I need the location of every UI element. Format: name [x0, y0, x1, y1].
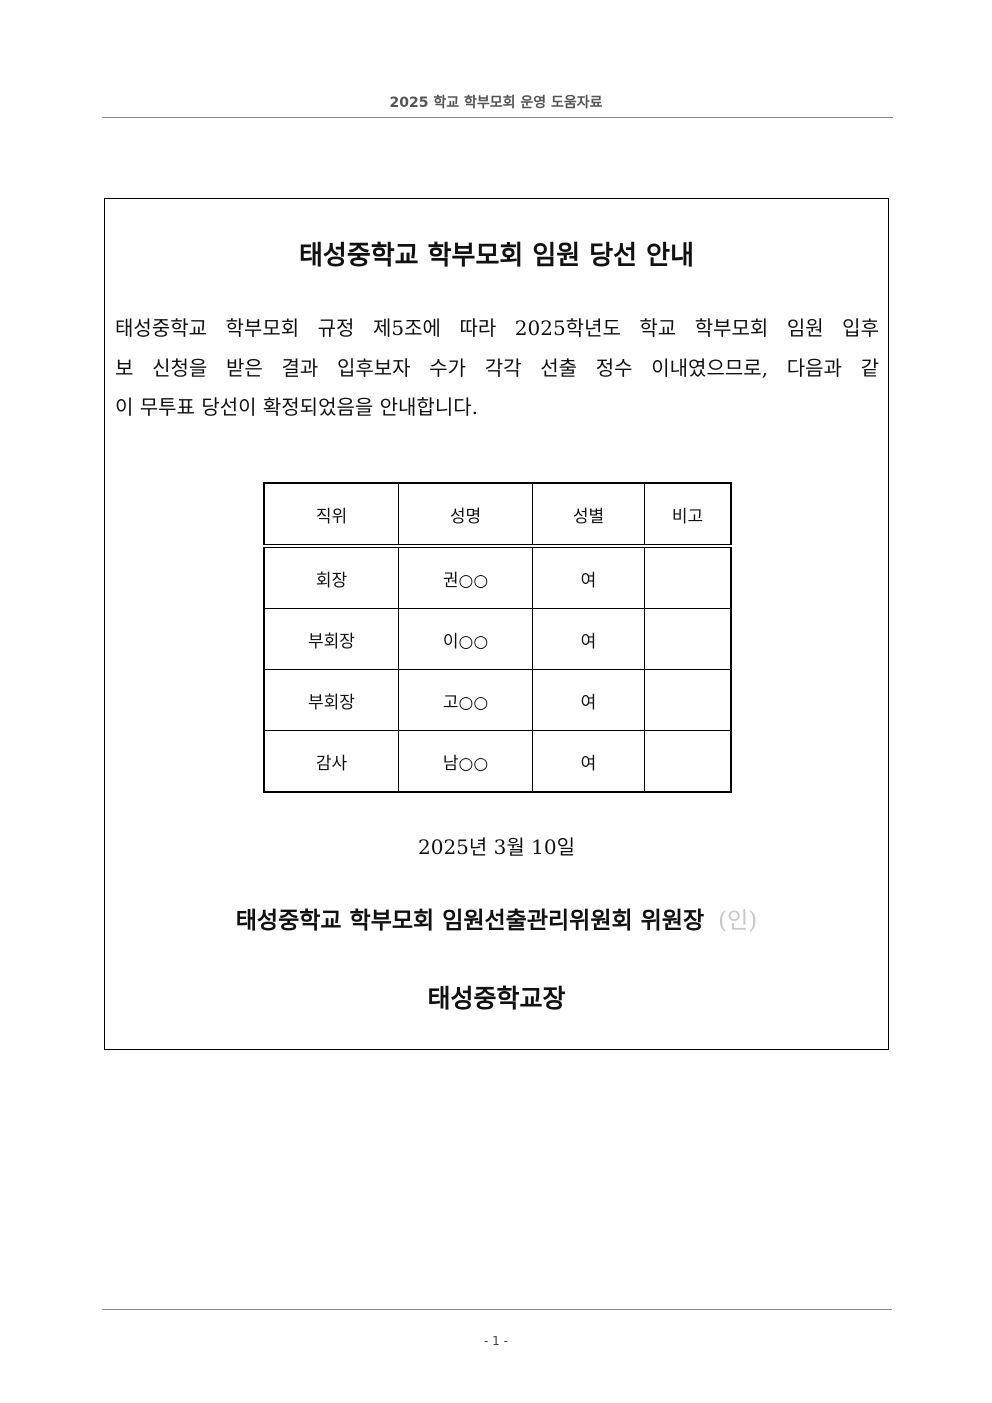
cell-position: 회장	[263, 545, 399, 609]
seal-mark: (인)	[718, 908, 758, 934]
officers-table: 직위 성명 성별 비고 회장 권○○ 여 부회장 이○○ 여	[263, 482, 732, 793]
cell-note	[644, 669, 732, 731]
table-row: 부회장 고○○ 여	[263, 669, 732, 731]
table-row: 부회장 이○○ 여	[263, 608, 732, 670]
cell-position: 감사	[263, 730, 399, 793]
col-header-gender: 성별	[532, 482, 645, 548]
table-row: 회장 권○○ 여	[263, 545, 732, 609]
table-row: 감사 남○○ 여	[263, 730, 732, 793]
footer-divider	[102, 1309, 892, 1310]
page-number: - 1 -	[484, 1334, 508, 1348]
cell-gender: 여	[532, 669, 645, 731]
col-header-note: 비고	[644, 482, 732, 548]
cell-note	[644, 545, 732, 609]
cell-position: 부회장	[263, 608, 399, 670]
notice-body: 태성중학교 학부모회 규정 제5조에 따라 2025학년도 학교 학부모회 임원…	[115, 309, 879, 428]
body-line: 태성중학교 학부모회 규정 제5조에 따라 2025학년도 학교 학부모회 임원…	[115, 316, 879, 340]
col-header-name: 성명	[398, 482, 533, 548]
notice-box: 태성중학교 학부모회 임원 당선 안내 태성중학교 학부모회 규정 제5조에 따…	[104, 198, 889, 1050]
cell-note	[644, 608, 732, 670]
cell-gender: 여	[532, 730, 645, 793]
signatory: 태성중학교 학부모회 임원선출관리위원회 위원장	[235, 907, 705, 934]
notice-title: 태성중학교 학부모회 임원 당선 안내	[298, 241, 694, 271]
cell-position: 부회장	[263, 669, 399, 731]
col-header-position: 직위	[263, 482, 399, 548]
cell-name: 남○○	[398, 730, 533, 793]
table-header-row: 직위 성명 성별 비고	[263, 482, 732, 548]
cell-name: 권○○	[398, 545, 533, 609]
body-line: 보 신청을 받은 결과 입후보자 수가 각각 선출 정수 이내였으므로, 다음과…	[115, 355, 879, 380]
running-header: 2025 학교 학부모회 운영 도움자료	[389, 95, 603, 111]
principal-name: 태성중학교장	[427, 984, 566, 1013]
cell-gender: 여	[532, 608, 645, 670]
cell-name: 이○○	[398, 608, 533, 670]
cell-name: 고○○	[398, 669, 533, 731]
body-line: 이 무투표 당선이 확정되었음을 안내합니다.	[115, 395, 478, 419]
cell-gender: 여	[532, 545, 645, 609]
cell-note	[644, 730, 732, 793]
header-divider	[102, 117, 893, 118]
signatory-line: 태성중학교 학부모회 임원선출관리위원회 위원장 (인)	[105, 901, 888, 935]
notice-date: 2025년 3월 10일	[418, 835, 575, 859]
